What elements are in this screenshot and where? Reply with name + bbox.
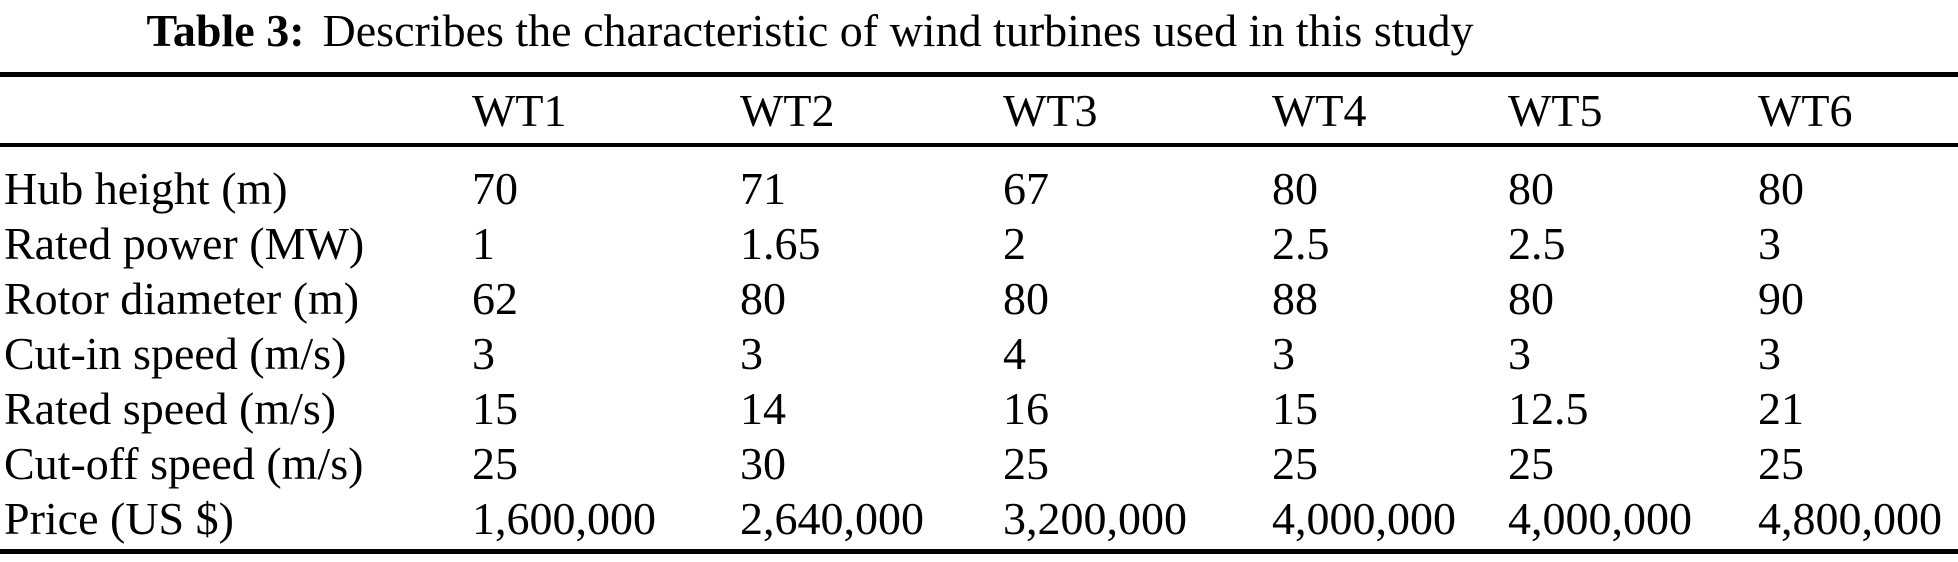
cell: 62	[472, 273, 518, 324]
row-label: Cut-in speed (m/s)	[4, 328, 347, 379]
cell: 3	[740, 328, 763, 379]
cell: 3	[1758, 218, 1781, 269]
cell: 2	[1003, 218, 1026, 269]
cell: 4	[1003, 328, 1026, 379]
table-row-rated-speed: Rated speed (m/s) 15 14 16 15 12.5 21	[0, 381, 1958, 436]
cell: 3	[1508, 328, 1531, 379]
cell: 80	[740, 273, 786, 324]
row-label: Rotor diameter (m)	[4, 273, 360, 324]
table-caption-text: Describes the characteristic of wind tur…	[322, 5, 1474, 56]
cell: 90	[1758, 273, 1804, 324]
cell: 88	[1272, 273, 1318, 324]
column-header-wt4: WT4	[1272, 74, 1508, 147]
cell: 80	[1272, 163, 1318, 214]
cell: 25	[1508, 438, 1554, 489]
cell: 3	[472, 328, 495, 379]
cell: 25	[1003, 438, 1049, 489]
cell: 3	[1758, 328, 1781, 379]
table-caption-number: Table 3:	[146, 5, 305, 56]
table-caption: Table 3: Describes the characteristic of …	[146, 0, 1473, 62]
cell: 12.5	[1508, 383, 1589, 434]
cell: 21	[1758, 383, 1804, 434]
cell: 25	[1272, 438, 1318, 489]
cell: 15	[472, 383, 518, 434]
cell: 2.5	[1508, 218, 1566, 269]
table-row-rated-power: Rated power (MW) 1 1.65 2 2.5 2.5 3	[0, 216, 1958, 271]
cell: 25	[1758, 438, 1804, 489]
cell: 25	[472, 438, 518, 489]
row-label: Rated speed (m/s)	[4, 383, 337, 434]
table-row-hub-height: Hub height (m) 70 71 67 80 80 80	[0, 145, 1958, 216]
table-row-cut-in-speed: Cut-in speed (m/s) 3 3 4 3 3 3	[0, 326, 1958, 381]
column-header-wt2: WT2	[740, 74, 1003, 147]
cell: 4,800,000	[1758, 493, 1942, 544]
cell: 15	[1272, 383, 1318, 434]
cell: 30	[740, 438, 786, 489]
cell: 80	[1508, 163, 1554, 214]
column-header-wt1: WT1	[472, 74, 740, 147]
table-row-price: Price (US $) 1,600,000 2,640,000 3,200,0…	[0, 491, 1958, 552]
column-header-wt3: WT3	[1003, 74, 1272, 147]
cell: 1.65	[740, 218, 821, 269]
cell: 2,640,000	[740, 493, 924, 544]
cell: 14	[740, 383, 786, 434]
cell: 16	[1003, 383, 1049, 434]
header-row: WT1 WT2 WT3 WT4 WT5 WT6	[0, 74, 1958, 147]
cell: 80	[1758, 163, 1804, 214]
row-label: Rated power (MW)	[4, 218, 365, 269]
cell: 3,200,000	[1003, 493, 1187, 544]
cell: 67	[1003, 163, 1049, 214]
wind-turbine-characteristics-table: WT1 WT2 WT3 WT4 WT5 WT6 Hub height (m) 7…	[0, 72, 1958, 554]
corner-header-cell	[0, 74, 472, 147]
row-label: Cut-off speed (m/s)	[4, 438, 364, 489]
cell: 1,600,000	[472, 493, 656, 544]
column-header-wt5: WT5	[1508, 74, 1758, 147]
cell: 1	[472, 218, 495, 269]
table-row-cut-off-speed: Cut-off speed (m/s) 25 30 25 25 25 25	[0, 436, 1958, 491]
row-label: Price (US $)	[4, 493, 234, 544]
cell: 4,000,000	[1508, 493, 1692, 544]
cell: 2.5	[1272, 218, 1330, 269]
cell: 80	[1508, 273, 1554, 324]
table-row-rotor-diameter: Rotor diameter (m) 62 80 80 88 80 90	[0, 271, 1958, 326]
cell: 71	[740, 163, 786, 214]
cell: 70	[472, 163, 518, 214]
cell: 4,000,000	[1272, 493, 1456, 544]
cell: 3	[1272, 328, 1295, 379]
row-label: Hub height (m)	[4, 163, 288, 214]
column-header-wt6: WT6	[1758, 74, 1958, 147]
cell: 80	[1003, 273, 1049, 324]
